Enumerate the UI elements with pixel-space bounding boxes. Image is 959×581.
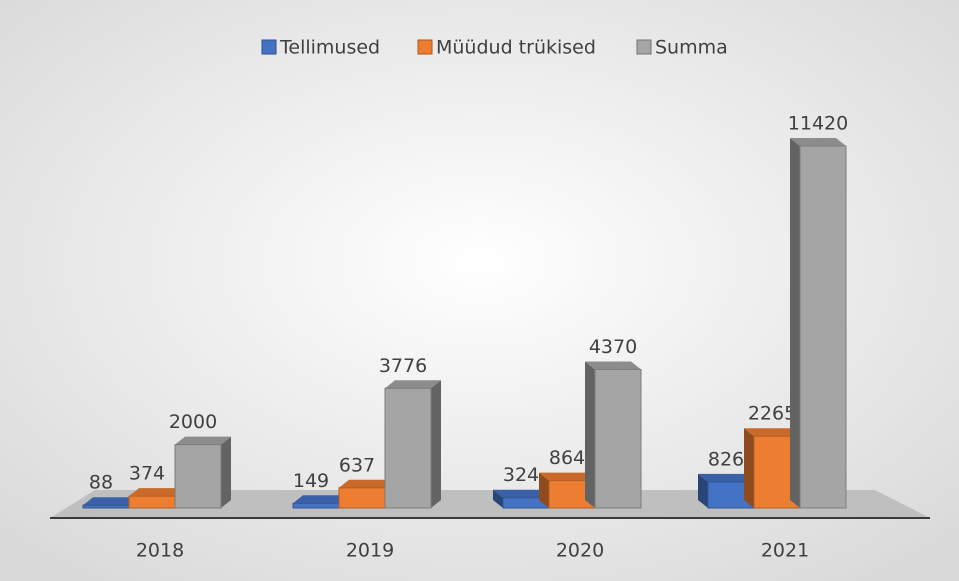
x-tick-label: 2018 [136,540,184,562]
bar [384,387,432,509]
value-label: 324 [503,464,539,486]
bar [338,487,386,509]
bar-top [83,497,139,506]
legend-swatch [636,39,652,55]
value-label: 2265 [748,403,796,425]
value-label: 826 [708,448,744,470]
bar-side [539,472,549,508]
bar [128,495,176,509]
bar [82,504,130,509]
legend-swatch [417,39,433,55]
value-label: 864 [549,447,585,469]
bar-top [129,488,185,497]
bar-side [221,436,231,508]
bar-top [744,428,800,437]
bar-top [493,489,549,498]
x-tick-label: 2019 [346,540,394,562]
bar-side [698,473,708,508]
value-label: 149 [293,470,329,492]
value-label: 637 [339,454,375,476]
bar-top [175,436,231,445]
legend-label: Summa [655,37,728,59]
bar-side [790,138,800,508]
plot-area: 2018 88 374 2000 2019 149 637 3776 2020 324 864 437… [82,113,848,562]
x-tick-label: 2021 [761,540,809,562]
bar-side [493,489,503,508]
bar [799,145,847,509]
bar-top [585,361,641,370]
legend-label: Tellimused [279,37,380,59]
value-label: 11420 [788,113,848,135]
bar-top [790,138,846,146]
bar [174,444,222,509]
bar-side [744,428,754,508]
bar-top [539,472,595,481]
bar [594,368,642,509]
value-label: 4370 [589,336,637,358]
legend-swatch [261,39,277,55]
value-label: 3776 [379,355,427,377]
value-label: 2000 [169,411,217,433]
bar-side [431,380,441,508]
legend-label: Müüdud trükised [436,37,596,59]
bar-top [698,473,754,482]
bar-side [585,361,595,508]
bar-top [339,479,395,488]
value-label: 374 [129,463,165,485]
x-tick-label: 2020 [556,540,604,562]
legend: Tellimused Müüdud trükised Summa [261,37,728,59]
value-label: 88 [89,472,113,494]
bar-top [385,380,441,389]
bar-top [293,495,349,504]
bar [292,502,340,509]
